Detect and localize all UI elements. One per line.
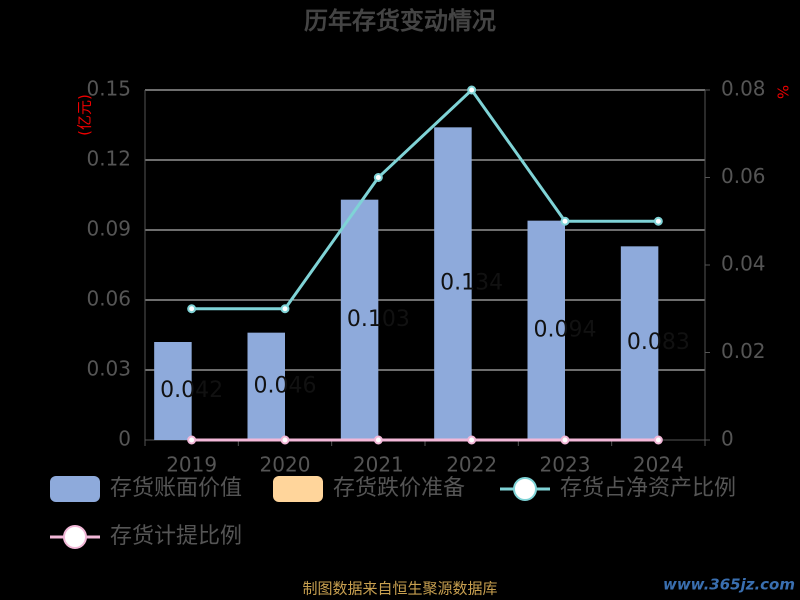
line-point — [187, 435, 197, 445]
y2-tick-label: 0.02 — [721, 339, 766, 363]
y-tick-label: 0.15 — [86, 77, 131, 101]
y-tick-label: 0.09 — [86, 217, 131, 241]
bar-value-label: 0.134 — [440, 271, 503, 296]
legend-marker — [513, 477, 537, 501]
bar-value-label: 0.083 — [627, 330, 690, 355]
line-point — [653, 435, 663, 445]
source-note: 制图数据来自恒生聚源数据库 — [302, 580, 497, 598]
legend-swatch — [273, 476, 323, 502]
y-tick-label: 0.06 — [86, 287, 131, 311]
line-point — [280, 435, 290, 445]
y-axis-label: (亿元) — [76, 94, 94, 136]
x-tick-label: 2021 — [353, 453, 404, 477]
y2-tick-label: 0.04 — [721, 252, 766, 276]
y-tick-label: 0.03 — [86, 357, 131, 381]
legend-label: 存货计提比例 — [110, 524, 242, 549]
y2-axis-label: % — [774, 85, 792, 99]
legend-label: 存货账面价值 — [110, 476, 242, 501]
y-tick-label: 0 — [118, 427, 131, 451]
bar-value-label: 0.042 — [160, 378, 223, 403]
y2-tick-label: 0.08 — [721, 77, 766, 101]
x-tick-label: 2022 — [446, 453, 497, 477]
bar — [154, 342, 192, 440]
line-point — [373, 435, 383, 445]
x-tick-label: 2020 — [260, 453, 311, 477]
bar — [434, 127, 472, 440]
line-point — [560, 435, 570, 445]
line-series — [191, 87, 659, 311]
chart-title: 历年存货变动情况 — [304, 7, 496, 35]
bar-value-label: 0.094 — [534, 317, 597, 342]
y2-tick-label: 0 — [721, 427, 734, 451]
line-point — [467, 435, 477, 445]
line-point — [373, 173, 383, 182]
legend-label: 存货跌价准备 — [333, 476, 465, 501]
y-tick-label: 0.12 — [86, 147, 131, 171]
y2-tick-label: 0.06 — [721, 164, 766, 188]
legend-swatch — [50, 476, 100, 502]
line-point — [467, 85, 477, 95]
watermark: www.365jz.com — [663, 576, 795, 594]
x-tick-label: 2019 — [166, 453, 217, 477]
bar — [247, 332, 285, 440]
bar — [340, 199, 379, 440]
line-point — [560, 216, 570, 226]
x-tick-label: 2024 — [633, 453, 684, 477]
legend-marker — [63, 525, 87, 549]
legend-label: 存货占净资产比例 — [560, 476, 736, 501]
bar — [620, 246, 659, 440]
line-point — [653, 216, 663, 226]
x-tick-label: 2023 — [540, 453, 591, 477]
line-point — [187, 304, 197, 314]
bar-value-label: 0.103 — [347, 307, 410, 332]
line-point — [280, 304, 290, 314]
bar-value-label: 0.046 — [254, 373, 317, 398]
bar — [527, 220, 565, 440]
